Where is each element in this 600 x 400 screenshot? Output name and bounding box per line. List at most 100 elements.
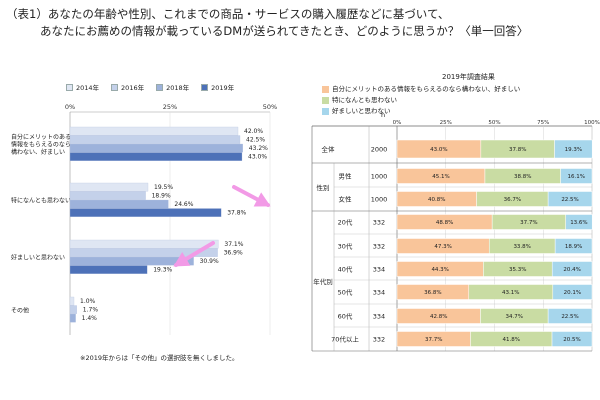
left-category-label: その他: [11, 306, 29, 314]
left-bar: [69, 296, 75, 306]
right-bar-segment: [551, 331, 593, 347]
right-bar-label: 37.7%: [425, 337, 442, 343]
title-line-1: （表1）あなたの年齢や性別、これまでの商品・サービスの購入履歴などに基づいて、: [6, 7, 450, 21]
right-bar-label: 35.3%: [509, 267, 526, 273]
right-row-label: 女性: [339, 195, 353, 204]
right-bar-label: 36.7%: [504, 197, 521, 203]
right-bar-segment: [554, 139, 593, 159]
right-row-label: 30代: [338, 242, 353, 251]
legend-swatch-2014: [66, 83, 73, 91]
right-bar-label: 37.7%: [520, 220, 537, 226]
left-bar: [69, 199, 169, 209]
footnote: ※2019年からは「その他」の選択肢を無くしました。: [80, 354, 239, 362]
right-row-label: 20代: [338, 218, 353, 227]
right-chart-title: 2019年調査結果: [442, 73, 495, 81]
left-bar-label: 19.3%: [153, 267, 172, 274]
right-n-value: 334: [373, 313, 385, 321]
right-bar-label: 22.5%: [561, 197, 578, 203]
right-x-tick-label: 50%: [488, 120, 500, 126]
legend-swatch-no: [322, 108, 329, 115]
left-bar: [69, 126, 239, 136]
right-x-tick-label: 25%: [440, 120, 452, 126]
left-bar: [69, 313, 76, 323]
right-bar-label: 43.1%: [502, 290, 519, 296]
left-bar: [69, 143, 243, 153]
right-bar-label: 43.0%: [430, 147, 447, 153]
right-row-label: 男性: [339, 172, 353, 181]
right-x-tick-label: 100%: [584, 120, 600, 126]
right-bar-label: 44.3%: [431, 267, 448, 273]
right-n-value: 2000: [371, 146, 388, 154]
right-n-value: 332: [373, 219, 385, 227]
left-bar: [69, 305, 77, 314]
left-category-label: 自分にメリットのある: [11, 133, 71, 141]
left-bar-label: 1.0%: [80, 298, 96, 305]
decrease-arrow-head: [173, 251, 191, 267]
legend-swatch-2019: [201, 83, 209, 91]
right-bar-label: 36.8%: [424, 290, 441, 296]
left-bar-label: 42.5%: [246, 137, 265, 144]
left-x-tick-label: 0%: [65, 103, 75, 111]
legend-swatch-2016: [111, 83, 119, 91]
right-n-value: 1000: [371, 196, 388, 204]
right-bar-label: 20.4%: [563, 267, 580, 273]
left-bar-label: 43.0%: [248, 154, 267, 161]
left-bar-label: 24.6%: [174, 201, 193, 208]
legend-swatch-want: [322, 86, 329, 93]
n-column-header: n: [381, 111, 385, 119]
right-bar-label: 22.5%: [561, 314, 578, 320]
right-row-label: 40代: [338, 265, 353, 274]
left-bar-label: 42.0%: [244, 128, 263, 135]
left-bar-label: 37.8%: [227, 210, 246, 217]
right-bar-label: 20.5%: [563, 337, 580, 343]
right-bar-label: 34.7%: [506, 314, 523, 320]
right-bar-label: 38.8%: [514, 174, 531, 180]
legend-item-want: 自分にメリットのある情報をもらえるのなら構わない、好ましい: [322, 84, 520, 95]
right-row-label: 全体: [322, 145, 336, 154]
left-bar-label: 43.2%: [249, 145, 268, 152]
right-bar-label: 19.3%: [565, 147, 582, 153]
left-category-label: 特になんとも思わない: [11, 197, 71, 205]
left-category-label: 構わない、好ましい: [11, 148, 65, 156]
right-bar-segment: [565, 214, 593, 230]
left-bar: [69, 135, 241, 144]
right-bar-label: 16.1%: [568, 174, 585, 180]
left-bar: [69, 265, 148, 274]
left-bar: [69, 152, 243, 161]
right-bar-label: 42.8%: [430, 314, 447, 320]
right-bar-label: 41.8%: [503, 337, 520, 343]
legend-item-no: 好ましいと思わない: [322, 106, 520, 117]
left-bar-label: 1.7%: [83, 307, 99, 314]
left-bar-label: 36.9%: [224, 250, 243, 257]
left-bar-label: 37.1%: [224, 241, 243, 248]
left-bar: [69, 208, 222, 217]
left-legend: 2014年 2016年 2018年 2019年: [66, 82, 234, 92]
right-n-value: 334: [373, 266, 385, 274]
right-bar-label: 40.8%: [428, 197, 445, 203]
legend-item-2014: 2014年: [66, 82, 99, 92]
left-bar: [69, 239, 219, 249]
right-bar-segment: [547, 191, 593, 207]
left-bar: [69, 248, 218, 257]
left-category-label: 好ましいと思わない: [11, 254, 65, 262]
right-row-label: 70代以上: [331, 335, 359, 344]
right-bar-label: 48.8%: [436, 220, 453, 226]
legend-item-neutral: 特になんとも思わない: [322, 95, 520, 106]
left-x-tick-label: 25%: [163, 103, 177, 111]
left-bar-label: 1.4%: [82, 315, 98, 322]
right-n-value: 1000: [371, 173, 388, 181]
right-n-value: 332: [373, 336, 385, 344]
right-bar-segment: [560, 168, 593, 184]
right-bar-segment: [547, 308, 593, 324]
legend-swatch-neutral: [322, 97, 329, 104]
left-bar: [69, 256, 194, 266]
group-label-age: 年代別: [313, 277, 333, 286]
title-line-2: あなたにお薦めの情報が載っているDMが送られてきたとき、どのように思うか？〈単一…: [40, 24, 529, 38]
right-x-tick-label: 75%: [537, 120, 549, 126]
right-bar-label: 33.8%: [513, 244, 530, 250]
right-n-value: 332: [373, 243, 385, 251]
right-n-value: 334: [373, 289, 385, 297]
legend-item-2018: 2018年: [156, 82, 189, 92]
left-bar-label: 18.9%: [152, 193, 171, 200]
